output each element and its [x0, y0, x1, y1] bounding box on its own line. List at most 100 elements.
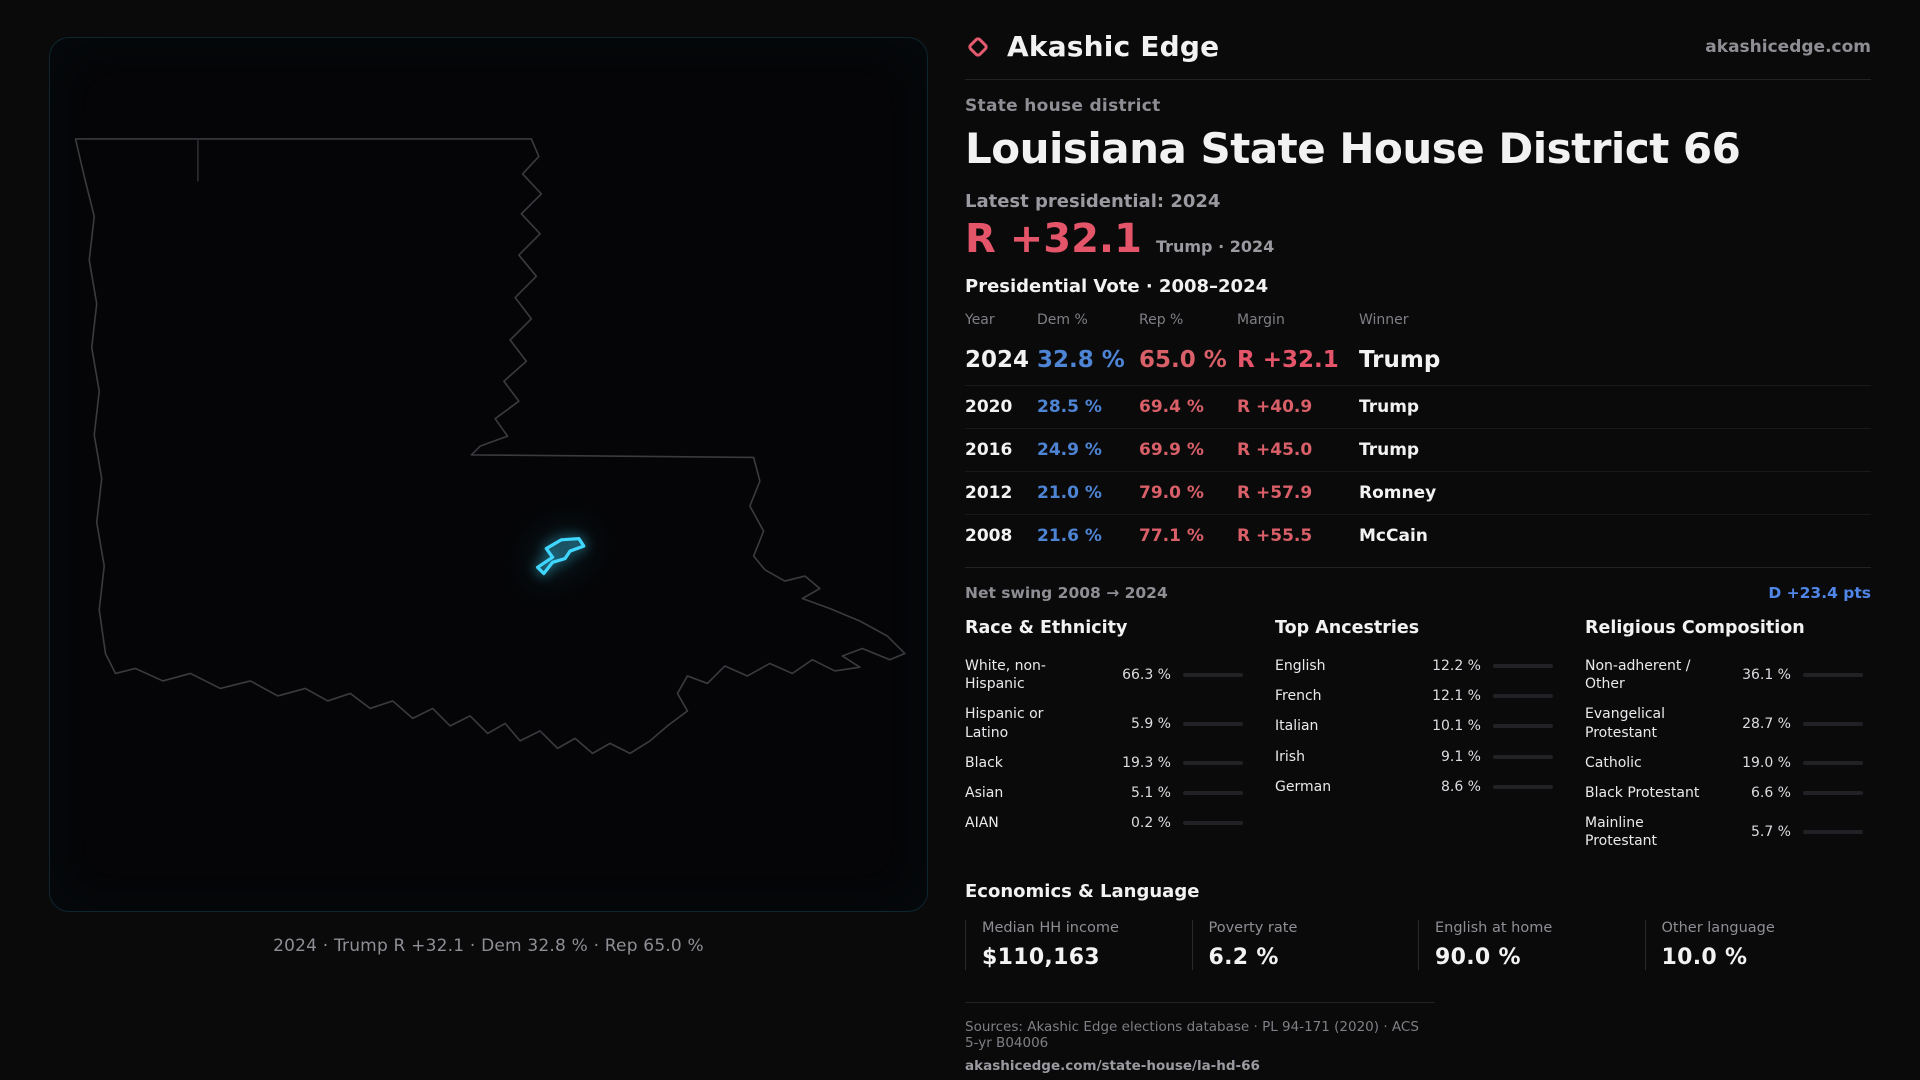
vote-table-header: Year Dem % Rep % Margin Winner [965, 305, 1871, 335]
brand-name: Akashic Edge [1007, 30, 1220, 63]
demo-label: English [1275, 658, 1326, 674]
page-title: Louisiana State House District 66 [965, 124, 1741, 173]
cell-dem: 21.6 % [1037, 526, 1102, 546]
demo-value: 36.1 % [1742, 667, 1791, 684]
brand-domain-link[interactable]: akashicedge.com [1705, 36, 1871, 57]
louisiana-map [74, 138, 906, 755]
list-item: Italian 10.1 % [1275, 711, 1561, 741]
net-swing-row: Net swing 2008 → 2024 D +23.4 pts [965, 567, 1871, 602]
list-item: Irish 9.1 % [1275, 742, 1561, 772]
net-swing-label: Net swing 2008 → 2024 [965, 584, 1168, 602]
table-row: 2020 28.5 % 69.4 % R +40.9 Trump [965, 386, 1871, 429]
cell-margin: R +55.5 [1237, 526, 1313, 546]
stat-value: 10.0 % [1661, 944, 1748, 970]
presidential-vote-table: Year Dem % Rep % Margin Winner 2024 32.8… [965, 305, 1871, 557]
demo-bar-track [1183, 791, 1243, 796]
demo-value: 5.1 % [1130, 785, 1171, 802]
col-winner: Winner [1359, 312, 1409, 328]
demo-value: 5.7 % [1750, 824, 1791, 841]
stat-label: English at home [1435, 919, 1553, 936]
demo-value: 0.2 % [1130, 815, 1171, 832]
list-item: French 12.1 % [1275, 681, 1561, 711]
cell-rep: 77.1 % [1139, 526, 1204, 546]
economics-stats-row: Median HH income $110,163 Poverty rate 6… [965, 919, 1872, 970]
list-item: Black 19.3 % [965, 748, 1251, 778]
cell-margin: R +40.9 [1237, 397, 1313, 417]
list-item: Catholic 19.0 % [1585, 748, 1871, 778]
demo-bar-track [1493, 784, 1553, 789]
sources-line: Sources: Akashic Edge elections database… [965, 1018, 1419, 1051]
demo-bar-track [1493, 724, 1553, 729]
stat-label: Median HH income [982, 919, 1119, 936]
cell-year: 2008 [965, 526, 1013, 546]
cell-rep: 79.0 % [1139, 483, 1204, 503]
demo-label: Mainline Protestant [1585, 815, 1658, 850]
demo-value: 6.6 % [1750, 785, 1791, 802]
stat-label: Other language [1661, 919, 1775, 936]
map-caption: 2024 · Trump R +32.1 · Dem 32.8 % · Rep … [273, 936, 704, 956]
cell-year: 2020 [965, 397, 1013, 417]
list-item: Black Protestant 6.6 % [1585, 778, 1871, 808]
col-rep: Rep % [1139, 312, 1184, 328]
stat-median-income: Median HH income $110,163 [965, 919, 1192, 970]
demo-value: 8.6 % [1440, 778, 1481, 795]
demo-bar-track [1803, 791, 1863, 796]
section-title: Race & Ethnicity [965, 618, 1128, 638]
col-dem: Dem % [1037, 312, 1088, 328]
cell-rep: 69.9 % [1139, 440, 1204, 460]
cell-winner: Romney [1359, 483, 1437, 503]
brand-header: Akashic Edge akashicedge.com [965, 30, 1871, 80]
demo-bar-track [1493, 664, 1553, 669]
section-title: Religious Composition [1585, 618, 1805, 638]
demographics-grid: Race & Ethnicity White, non-Hispanic 66.… [965, 618, 1871, 857]
demo-label: Hispanic or Latino [965, 706, 1044, 741]
brand-diamond-icon [966, 35, 990, 58]
cell-margin: R +57.9 [1237, 483, 1313, 503]
demo-label: Black Protestant [1585, 784, 1700, 801]
cell-dem: 21.0 % [1037, 483, 1102, 503]
demo-value: 28.7 % [1742, 715, 1791, 732]
list-item: AIAN 0.2 % [965, 808, 1251, 838]
demo-bar-track [1493, 754, 1553, 759]
table-row: 2008 21.6 % 77.1 % R +55.5 McCain [965, 515, 1871, 557]
demo-value: 12.1 % [1432, 688, 1481, 705]
col-year: Year [965, 312, 995, 328]
net-swing-value: D +23.4 pts [1768, 584, 1871, 602]
list-item: English 12.2 % [1275, 651, 1561, 681]
demo-bar-track [1183, 673, 1243, 678]
cell-dem: 32.8 % [1037, 347, 1125, 373]
demo-label: Non-adherent / Other [1585, 658, 1691, 693]
stat-value: $110,163 [982, 944, 1100, 970]
demo-label: German [1275, 778, 1332, 795]
cell-winner: Trump [1359, 397, 1420, 417]
map-section: 2024 · Trump R +32.1 · Dem 32.8 % · Rep … [49, 37, 928, 956]
cell-margin: R +32.1 [1237, 347, 1339, 373]
demo-bar-track [1803, 830, 1863, 835]
demo-label: White, non-Hispanic [965, 658, 1046, 693]
demo-value: 12.2 % [1432, 658, 1481, 675]
demo-label: Irish [1275, 748, 1305, 765]
demo-label: Catholic [1585, 754, 1642, 771]
demo-bar-track [1803, 760, 1863, 765]
state-boundary [74, 138, 906, 755]
stat-english-at-home: English at home 90.0 % [1418, 919, 1645, 970]
demo-label: Italian [1275, 718, 1319, 735]
cell-margin: R +45.0 [1237, 440, 1313, 460]
demo-value: 19.0 % [1742, 754, 1791, 771]
headline-margin-detail: Trump · 2024 [1155, 237, 1275, 256]
demo-bar-track [1183, 760, 1243, 765]
ancestries-column: Top Ancestries English 12.2 % French 12.… [1275, 618, 1561, 857]
permalink-link[interactable]: akashicedge.com/state-house/la-hd-66 [965, 1057, 1260, 1074]
cell-dem: 24.9 % [1037, 440, 1102, 460]
demo-label: Asian [965, 784, 1004, 801]
demo-bar-track [1803, 721, 1863, 726]
cell-rep: 65.0 % [1139, 347, 1227, 373]
list-item: Evangelical Protestant 28.7 % [1585, 699, 1871, 747]
stat-other-language: Other language 10.0 % [1644, 919, 1872, 970]
demo-label: French [1275, 688, 1322, 705]
list-item: Asian 5.1 % [965, 778, 1251, 808]
district-type-kicker: State house district [965, 96, 1161, 116]
table-row: 2024 32.8 % 65.0 % R +32.1 Trump [965, 335, 1871, 386]
district-shape[interactable] [535, 536, 586, 576]
